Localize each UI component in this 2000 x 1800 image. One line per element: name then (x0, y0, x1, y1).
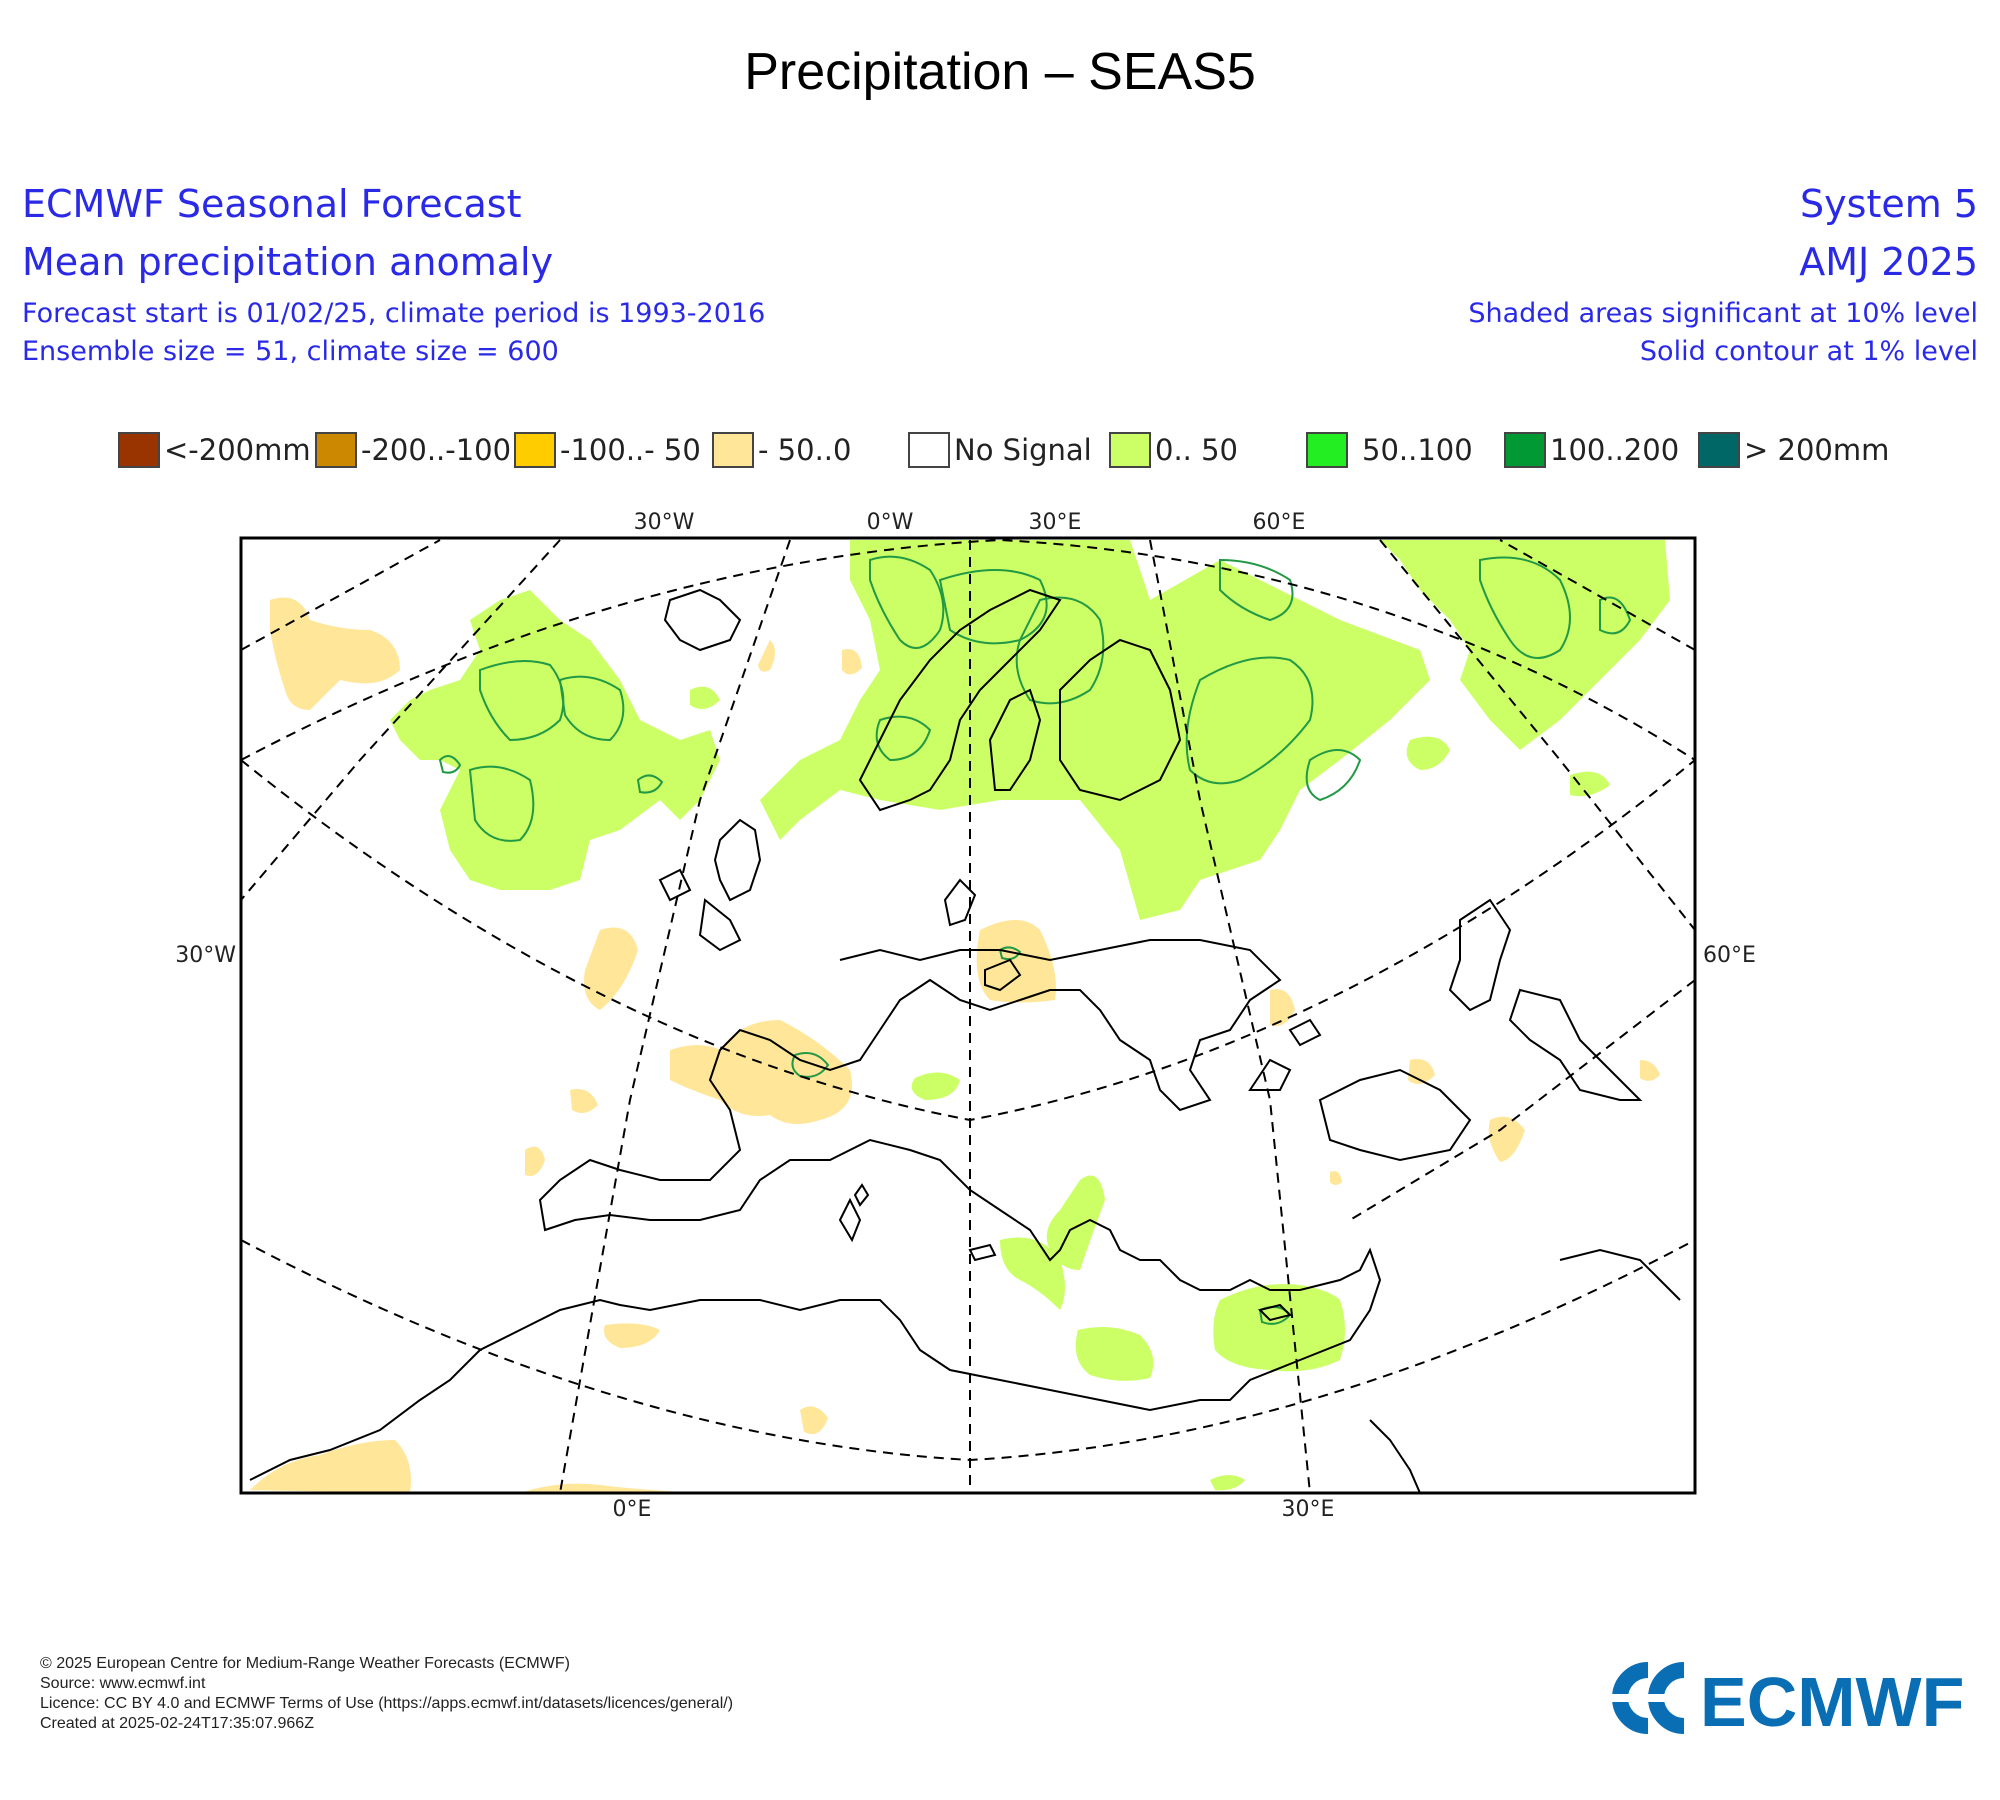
header-significance-shaded: Shaded areas significant at 10% level (1468, 298, 1978, 329)
logo-wordmark: ECMWF (1700, 1663, 1964, 1736)
negative-anomaly-areas (250, 597, 1660, 1493)
anomaly-map: 30°W 0°W 30°E 60°E 30°W 60°E 0°E 30°E (175, 510, 1756, 1522)
legend-swatch (315, 432, 357, 468)
legend-swatch (118, 432, 160, 468)
lon-label-top-30w: 30°W (634, 510, 695, 535)
legend-item-100-200: 100..200 (1504, 428, 1679, 472)
footer-source: Source: www.ecmwf.int (40, 1675, 206, 1692)
legend-swatch (1306, 432, 1348, 468)
header-valid-period: AMJ 2025 (1799, 240, 1978, 284)
logo-bar (1600, 1694, 1696, 1702)
legend-swatch (514, 432, 556, 468)
legend-label: 0.. 50 (1155, 433, 1239, 467)
lon-label-top-30e: 30°E (1029, 510, 1082, 535)
header-forecast-start: Forecast start is 01/02/25, climate peri… (22, 298, 766, 329)
legend-swatch (1109, 432, 1151, 468)
header-significance-contour: Solid contour at 1% level (1639, 336, 1978, 367)
legend-label: > 200mm (1744, 433, 1890, 467)
footer-licence: Licence: CC BY 4.0 and ECMWF Terms of Us… (40, 1695, 734, 1712)
legend-label: -200..-100 (361, 433, 512, 467)
legend-item-lt-minus-200: <-200mm (118, 428, 311, 472)
lon-label-left-30w: 30°W (175, 943, 236, 968)
lon-label-top-0w: 0°W (867, 510, 914, 535)
page-title: Precipitation – SEAS5 (744, 43, 1256, 101)
legend-label: 50..100 (1362, 433, 1473, 467)
legend-item-50-100: 50..100 (1306, 428, 1473, 472)
legend-label: No Signal (954, 433, 1092, 467)
legend-label: <-200mm (164, 433, 311, 467)
lon-label-bottom-0e: 0°E (613, 1497, 652, 1522)
legend-swatch (1504, 432, 1546, 468)
footer-credits: © 2025 European Centre for Medium-Range … (40, 1654, 733, 1734)
legend-item-minus-100-minus-50: -100..- 50 (514, 428, 701, 472)
map-frame (239, 536, 1697, 1495)
lon-label-right-60e: 60°E (1703, 943, 1756, 968)
header-system: System 5 (1800, 182, 1978, 226)
header-field-name: Mean precipitation anomaly (22, 240, 554, 284)
legend-swatch (1698, 432, 1740, 468)
lon-label-bottom-30e: 30°E (1282, 1497, 1335, 1522)
legend-label: -100..- 50 (560, 433, 701, 467)
legend-item-gt-200: > 200mm (1698, 428, 1889, 472)
legend-label: - 50..0 (758, 433, 852, 467)
footer-created: Created at 2025-02-24T17:35:07.966Z (40, 1715, 314, 1732)
map-plot-area (249, 540, 1681, 1493)
graticule (241, 538, 1695, 1493)
legend-item-minus-200-minus-100: -200..-100 (315, 428, 511, 472)
positive-anomaly-areas (390, 540, 1670, 1491)
legend-label: 100..200 (1550, 433, 1680, 467)
coastlines (249, 588, 1681, 1493)
legend-swatch (908, 432, 950, 468)
footer-copyright: © 2025 European Centre for Medium-Range … (40, 1655, 570, 1672)
lon-label-top-60e: 60°E (1253, 510, 1306, 535)
legend-swatch (712, 432, 754, 468)
legend-item-minus-50-0: - 50..0 (712, 428, 851, 472)
legend-item-no-signal: No Signal (908, 428, 1092, 472)
legend-item-0-50: 0.. 50 (1109, 428, 1238, 472)
ecmwf-logo: ECMWF (1600, 1662, 1964, 1736)
header-product-name: ECMWF Seasonal Forecast (22, 182, 522, 226)
header-ensemble-size: Ensemble size = 51, climate size = 600 (22, 336, 559, 367)
ecmwf-logo-mark (1600, 1662, 1696, 1734)
significance-contours (438, 555, 1632, 1325)
